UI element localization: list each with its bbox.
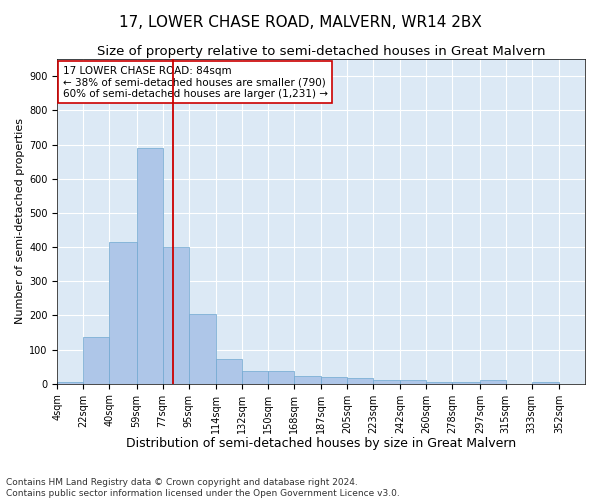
Title: Size of property relative to semi-detached houses in Great Malvern: Size of property relative to semi-detach…	[97, 45, 545, 58]
Bar	[480, 380, 506, 384]
Text: Contains HM Land Registry data © Crown copyright and database right 2024.
Contai: Contains HM Land Registry data © Crown c…	[6, 478, 400, 498]
Bar	[400, 380, 427, 384]
Bar	[268, 371, 294, 384]
Bar	[137, 148, 163, 384]
Bar	[532, 382, 559, 384]
Bar	[188, 314, 216, 384]
Bar	[294, 376, 321, 384]
Bar	[242, 371, 268, 384]
Text: 17 LOWER CHASE ROAD: 84sqm
← 38% of semi-detached houses are smaller (790)
60% o: 17 LOWER CHASE ROAD: 84sqm ← 38% of semi…	[62, 66, 328, 99]
Bar	[347, 378, 373, 384]
Bar	[373, 380, 400, 384]
Bar	[427, 382, 452, 384]
Bar	[163, 247, 188, 384]
Text: 17, LOWER CHASE ROAD, MALVERN, WR14 2BX: 17, LOWER CHASE ROAD, MALVERN, WR14 2BX	[119, 15, 481, 30]
Bar	[452, 382, 480, 384]
Bar	[321, 377, 347, 384]
Bar	[83, 336, 109, 384]
X-axis label: Distribution of semi-detached houses by size in Great Malvern: Distribution of semi-detached houses by …	[126, 437, 516, 450]
Y-axis label: Number of semi-detached properties: Number of semi-detached properties	[15, 118, 25, 324]
Bar	[58, 382, 83, 384]
Bar	[216, 359, 242, 384]
Bar	[109, 242, 137, 384]
